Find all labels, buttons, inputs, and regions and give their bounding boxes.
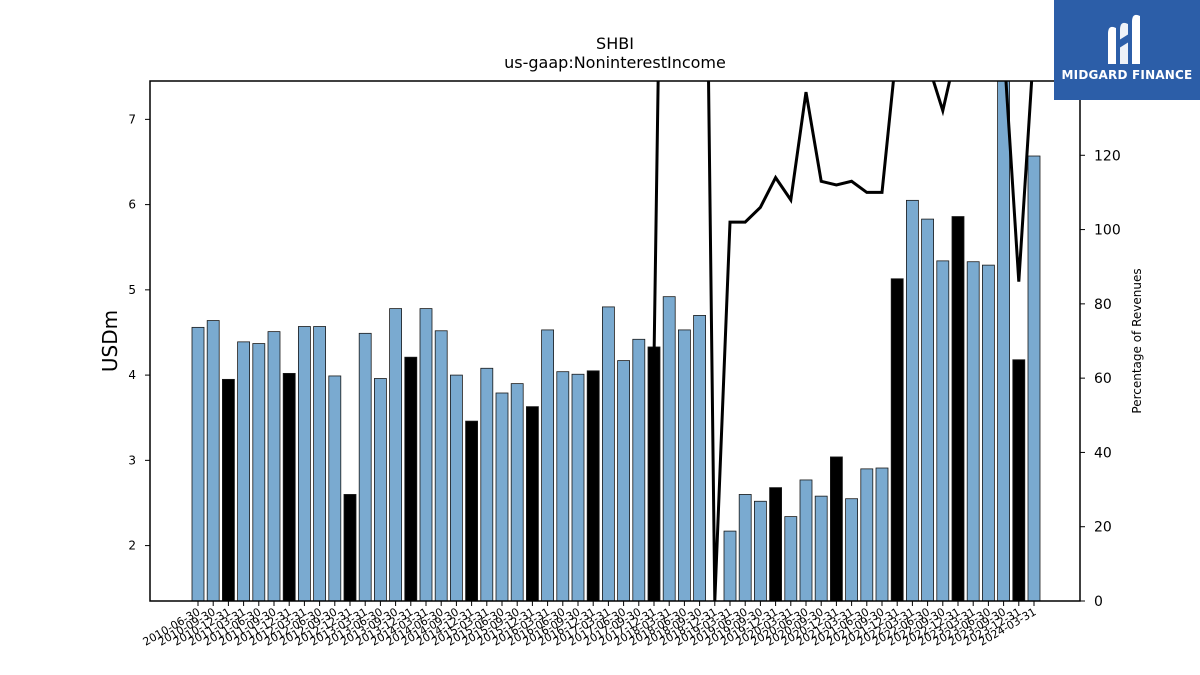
bar: [373, 378, 387, 601]
bar: [419, 308, 433, 601]
bar: [586, 370, 600, 601]
bar: [784, 516, 798, 601]
bar: [738, 494, 752, 601]
plot-frame: [149, 80, 1081, 602]
bar: [814, 495, 828, 601]
bar: [343, 494, 357, 601]
bar: [632, 338, 646, 601]
brand-logo: MIDGARD FINANCE: [1054, 0, 1200, 100]
midgard-logo-icon: [1108, 14, 1140, 64]
bar: [723, 530, 737, 601]
y-tick-label: 4: [128, 368, 136, 382]
y-axis-right: 0 20 40 60 80 100 120: [1080, 148, 1121, 610]
bar: [693, 315, 706, 601]
bar: [1012, 359, 1026, 601]
bar: [571, 373, 585, 601]
bar: [799, 479, 813, 601]
bar: [936, 260, 950, 601]
bar: [465, 420, 479, 601]
bar: [556, 371, 570, 601]
bar: [617, 360, 630, 601]
y-tick-label: 6: [128, 198, 136, 212]
bar: [434, 330, 448, 601]
bar: [282, 372, 296, 601]
bar: [191, 326, 205, 601]
y-tick-label: 3: [128, 453, 136, 467]
pct-of-revenues-line: [652, 81, 1034, 601]
bar: [921, 218, 934, 601]
bar: [906, 199, 919, 601]
bar: [526, 406, 539, 601]
y-right-tick-label: 80: [1094, 297, 1112, 313]
bar: [267, 331, 281, 601]
y-axis-left: 2 3 4 5 6 7: [128, 112, 150, 553]
bar: [495, 392, 509, 601]
bar: [389, 308, 403, 601]
bar: [754, 500, 767, 601]
y-axis-label: USDm: [98, 310, 122, 372]
bar: [297, 326, 311, 601]
bar: [951, 216, 965, 601]
bar: [678, 329, 691, 601]
bar: [860, 468, 874, 601]
bar: [449, 374, 463, 601]
y-right-tick-label: 20: [1094, 520, 1112, 536]
chart-subtitle: us-gaap:NoninterestIncome: [504, 53, 726, 72]
y-axis-right-label: Percentage of Revenues: [1130, 268, 1144, 413]
bar: [647, 346, 661, 601]
bar: [328, 375, 342, 601]
bar: [510, 383, 524, 601]
bar: [252, 343, 266, 601]
bar-series: [191, 81, 1041, 601]
bar: [602, 306, 615, 601]
bar: [890, 278, 904, 601]
bar: [830, 456, 843, 601]
bar: [662, 296, 676, 601]
bar: [237, 341, 251, 601]
y-right-tick-label: 40: [1094, 445, 1112, 461]
bar: [358, 332, 372, 601]
x-axis: 2010-06-302010-09-302010-12-312011-03-31…: [141, 601, 1039, 649]
bar: [221, 378, 235, 601]
bar: [206, 320, 220, 601]
bar: [982, 264, 995, 601]
y-right-tick-label: 60: [1094, 371, 1112, 387]
bar: [480, 367, 494, 601]
bar: [313, 326, 327, 601]
chart-title: SHBI: [596, 34, 634, 53]
y-tick-label: 2: [128, 539, 136, 553]
bar: [541, 329, 554, 601]
bar: [966, 261, 980, 601]
bar: [845, 498, 858, 601]
y-right-tick-label: 0: [1094, 594, 1103, 610]
y-right-tick-label: 100: [1094, 223, 1121, 239]
y-tick-label: 5: [128, 283, 136, 297]
bar: [997, 81, 1010, 601]
y-tick-label: 7: [128, 112, 136, 126]
y-right-tick-label: 120: [1094, 148, 1121, 164]
bar: [769, 487, 782, 601]
bar: [404, 356, 418, 601]
bar: [1027, 155, 1041, 601]
brand-logo-text: MIDGARD FINANCE: [1061, 68, 1193, 82]
bar: [875, 467, 889, 601]
